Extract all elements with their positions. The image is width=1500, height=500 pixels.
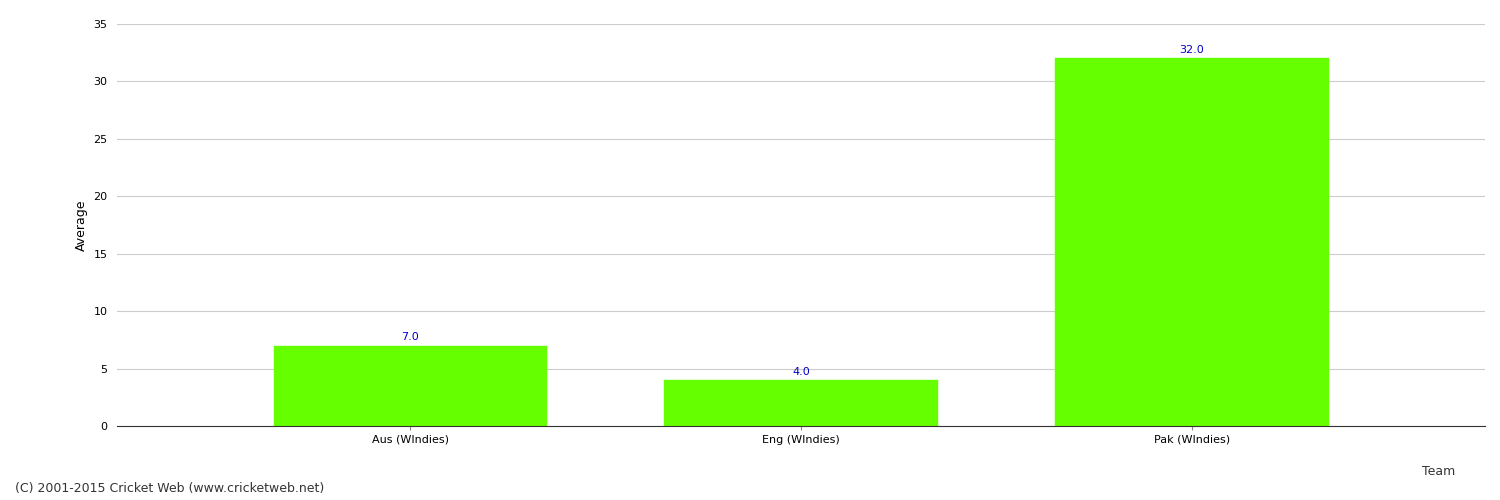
Text: Team: Team [1422,465,1455,478]
Bar [273,346,548,426]
Bar [664,380,938,426]
Y-axis label: Average: Average [75,199,88,250]
Bar [1054,58,1329,426]
Text: (C) 2001-2015 Cricket Web (www.cricketweb.net): (C) 2001-2015 Cricket Web (www.cricketwe… [15,482,324,495]
Text: 7.0: 7.0 [402,332,420,342]
Text: 4.0: 4.0 [792,366,810,376]
Text: 32.0: 32.0 [1179,45,1204,55]
